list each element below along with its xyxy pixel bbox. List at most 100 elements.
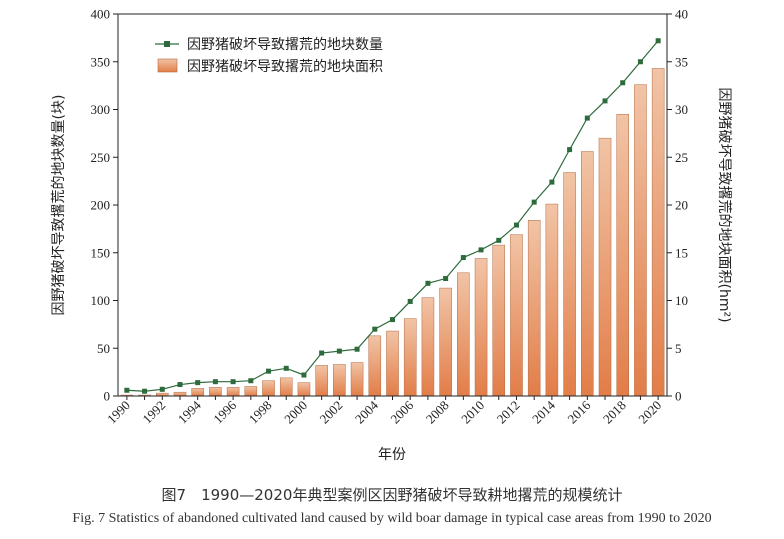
bar-area-2016 [581,151,594,397]
count-line [124,38,661,394]
x-tick-label: 1996 [210,397,239,426]
count-point-1991 [142,388,148,394]
y-left-tick-label: 200 [91,198,111,213]
x-tick-label: 2016 [564,397,593,426]
y-axis-right-title: 因野猪破坏导致撂荒的地块面积(hm²) [716,87,732,322]
y-right-tick-label: 15 [675,245,688,260]
bar-area-2012 [510,234,523,397]
bar-area-2013 [527,220,541,397]
count-point-2003 [354,346,360,352]
y-left-tick-label: 300 [91,102,111,117]
bar-area-2006 [403,318,417,397]
x-tick-label: 2008 [423,398,452,427]
count-point-2016 [584,115,590,121]
bar-area-2020 [651,68,665,397]
count-point-1992 [159,386,165,392]
y-right-tick-label: 40 [675,7,688,22]
x-tick-label: 2014 [529,397,558,426]
bar-area-2009 [457,272,470,397]
bar-area-1995 [209,387,222,397]
bar-area-2005 [386,330,399,397]
bar-area-2015 [563,172,576,397]
count-point-2001 [319,350,325,356]
count-point-2012 [513,222,519,228]
count-point-2002 [336,348,342,354]
bar-area-1997 [244,386,258,397]
count-point-2008 [443,276,449,282]
x-tick-label: 1992 [139,398,168,427]
legend: 因野猪破坏导致撂荒的地块数量 因野猪破坏导致撂荒的地块面积 [155,37,383,75]
y-right-tick-label: 30 [675,102,688,117]
figure-caption-english: Fig. 7 Statistics of abandoned cultivate… [72,511,712,526]
count-point-2004 [372,326,378,332]
x-tick-label: 2000 [281,398,310,427]
bar-area-2004 [368,335,382,397]
x-tick-label: 2012 [494,398,523,427]
y-right-tick-label: 0 [675,389,682,404]
count-point-2007 [425,280,431,286]
count-point-2005 [390,317,395,323]
bar-area-2018 [616,114,629,397]
x-tick-label: 2002 [316,398,345,427]
x-tick-label: 2020 [635,398,664,427]
count-point-1995 [212,379,218,385]
bar-area-2011 [492,244,506,397]
figure-caption-chinese: 图7 1990—2020年典型案例区因野猪破坏导致耕地撂荒的规模统计 [161,486,623,504]
chart: 0 50 100 150 200 250 300 350 400 0 5 10 15 20 25 30 35 40… [51,7,732,464]
bar-area-2000 [297,382,311,397]
y-right-tick-label: 35 [675,54,688,69]
count-point-1998 [266,368,272,374]
count-point-2020 [655,38,661,44]
count-point-1996 [230,379,236,385]
bar-area-1996 [226,387,240,397]
y-left-tick-label: 150 [91,245,111,260]
bar-area-2007 [421,297,435,397]
bar-area-2010 [474,258,488,397]
bar-area-1994 [191,388,204,397]
count-point-2014 [549,179,555,185]
count-point-1997 [248,378,254,384]
y-left-tick-label: 100 [91,293,111,308]
count-point-2010 [478,247,484,253]
legend-label-count: 因野猪破坏导致撂荒的地块数量 [187,37,383,53]
bar-area-2014 [545,203,559,397]
y-axis-left-title: 因野猪破坏导致撂荒的地块数量(块) [51,95,67,316]
count-point-2019 [637,59,643,65]
x-tick-label: 2004 [352,397,381,426]
count-point-2013 [531,199,537,205]
x-tick-label: 2006 [387,397,416,426]
bar-area-1999 [279,377,293,397]
y-left-tick-label: 400 [91,7,111,22]
y-left-tick-label: 250 [91,150,111,165]
y-left-tick-label: 50 [97,341,110,356]
y-right-tick-label: 10 [675,293,688,308]
x-tick-label: 1998 [246,398,275,427]
count-point-2000 [301,372,307,378]
bar-area-2008 [439,287,452,397]
x-tick-label: 2018 [600,398,629,427]
bar-area-2017 [598,137,612,397]
count-point-1990 [124,387,130,393]
count-point-1994 [195,380,201,386]
count-point-1993 [177,382,183,388]
y-right-tick-label: 5 [675,341,682,356]
bar-area-2003 [350,362,364,397]
count-point-2006 [407,298,413,304]
count-point-2017 [602,98,608,104]
y-right-tick-label: 20 [675,198,688,213]
y-left-tick-label: 350 [91,54,111,69]
count-point-2009 [460,255,466,261]
area-bars [120,68,665,397]
bar-area-2002 [333,364,346,397]
x-tick-label: 1994 [175,397,204,426]
bar-area-1998 [262,380,275,397]
x-tick-label: 2010 [458,398,487,427]
count-point-2011 [496,237,502,243]
count-point-2015 [567,147,573,153]
count-point-2018 [620,80,626,86]
bar-area-2001 [315,365,328,397]
bar-area-2019 [634,84,647,397]
x-axis-title: 年份 [378,447,406,463]
bar-area-1993 [173,391,187,397]
legend-label-area: 因野猪破坏导致撂荒的地块面积 [187,59,383,75]
